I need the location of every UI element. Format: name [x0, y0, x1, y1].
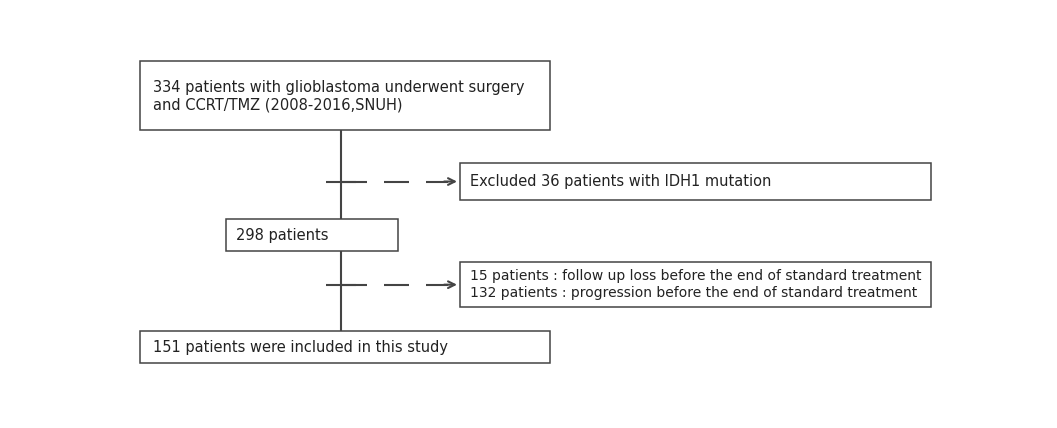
Text: 334 patients with glioblastoma underwent surgery
and CCRT/TMZ (2008-2016,SNUH): 334 patients with glioblastoma underwent…	[152, 80, 524, 112]
FancyBboxPatch shape	[460, 262, 931, 307]
Text: 151 patients were included in this study: 151 patients were included in this study	[152, 340, 447, 355]
Text: 15 patients : follow up loss before the end of standard treatment
132 patients :: 15 patients : follow up loss before the …	[469, 269, 921, 300]
FancyBboxPatch shape	[460, 163, 931, 199]
Text: 298 patients: 298 patients	[236, 228, 329, 243]
FancyBboxPatch shape	[226, 220, 398, 251]
FancyBboxPatch shape	[141, 61, 550, 131]
Text: Excluded 36 patients with IDH1 mutation: Excluded 36 patients with IDH1 mutation	[469, 174, 771, 189]
FancyBboxPatch shape	[141, 332, 550, 363]
